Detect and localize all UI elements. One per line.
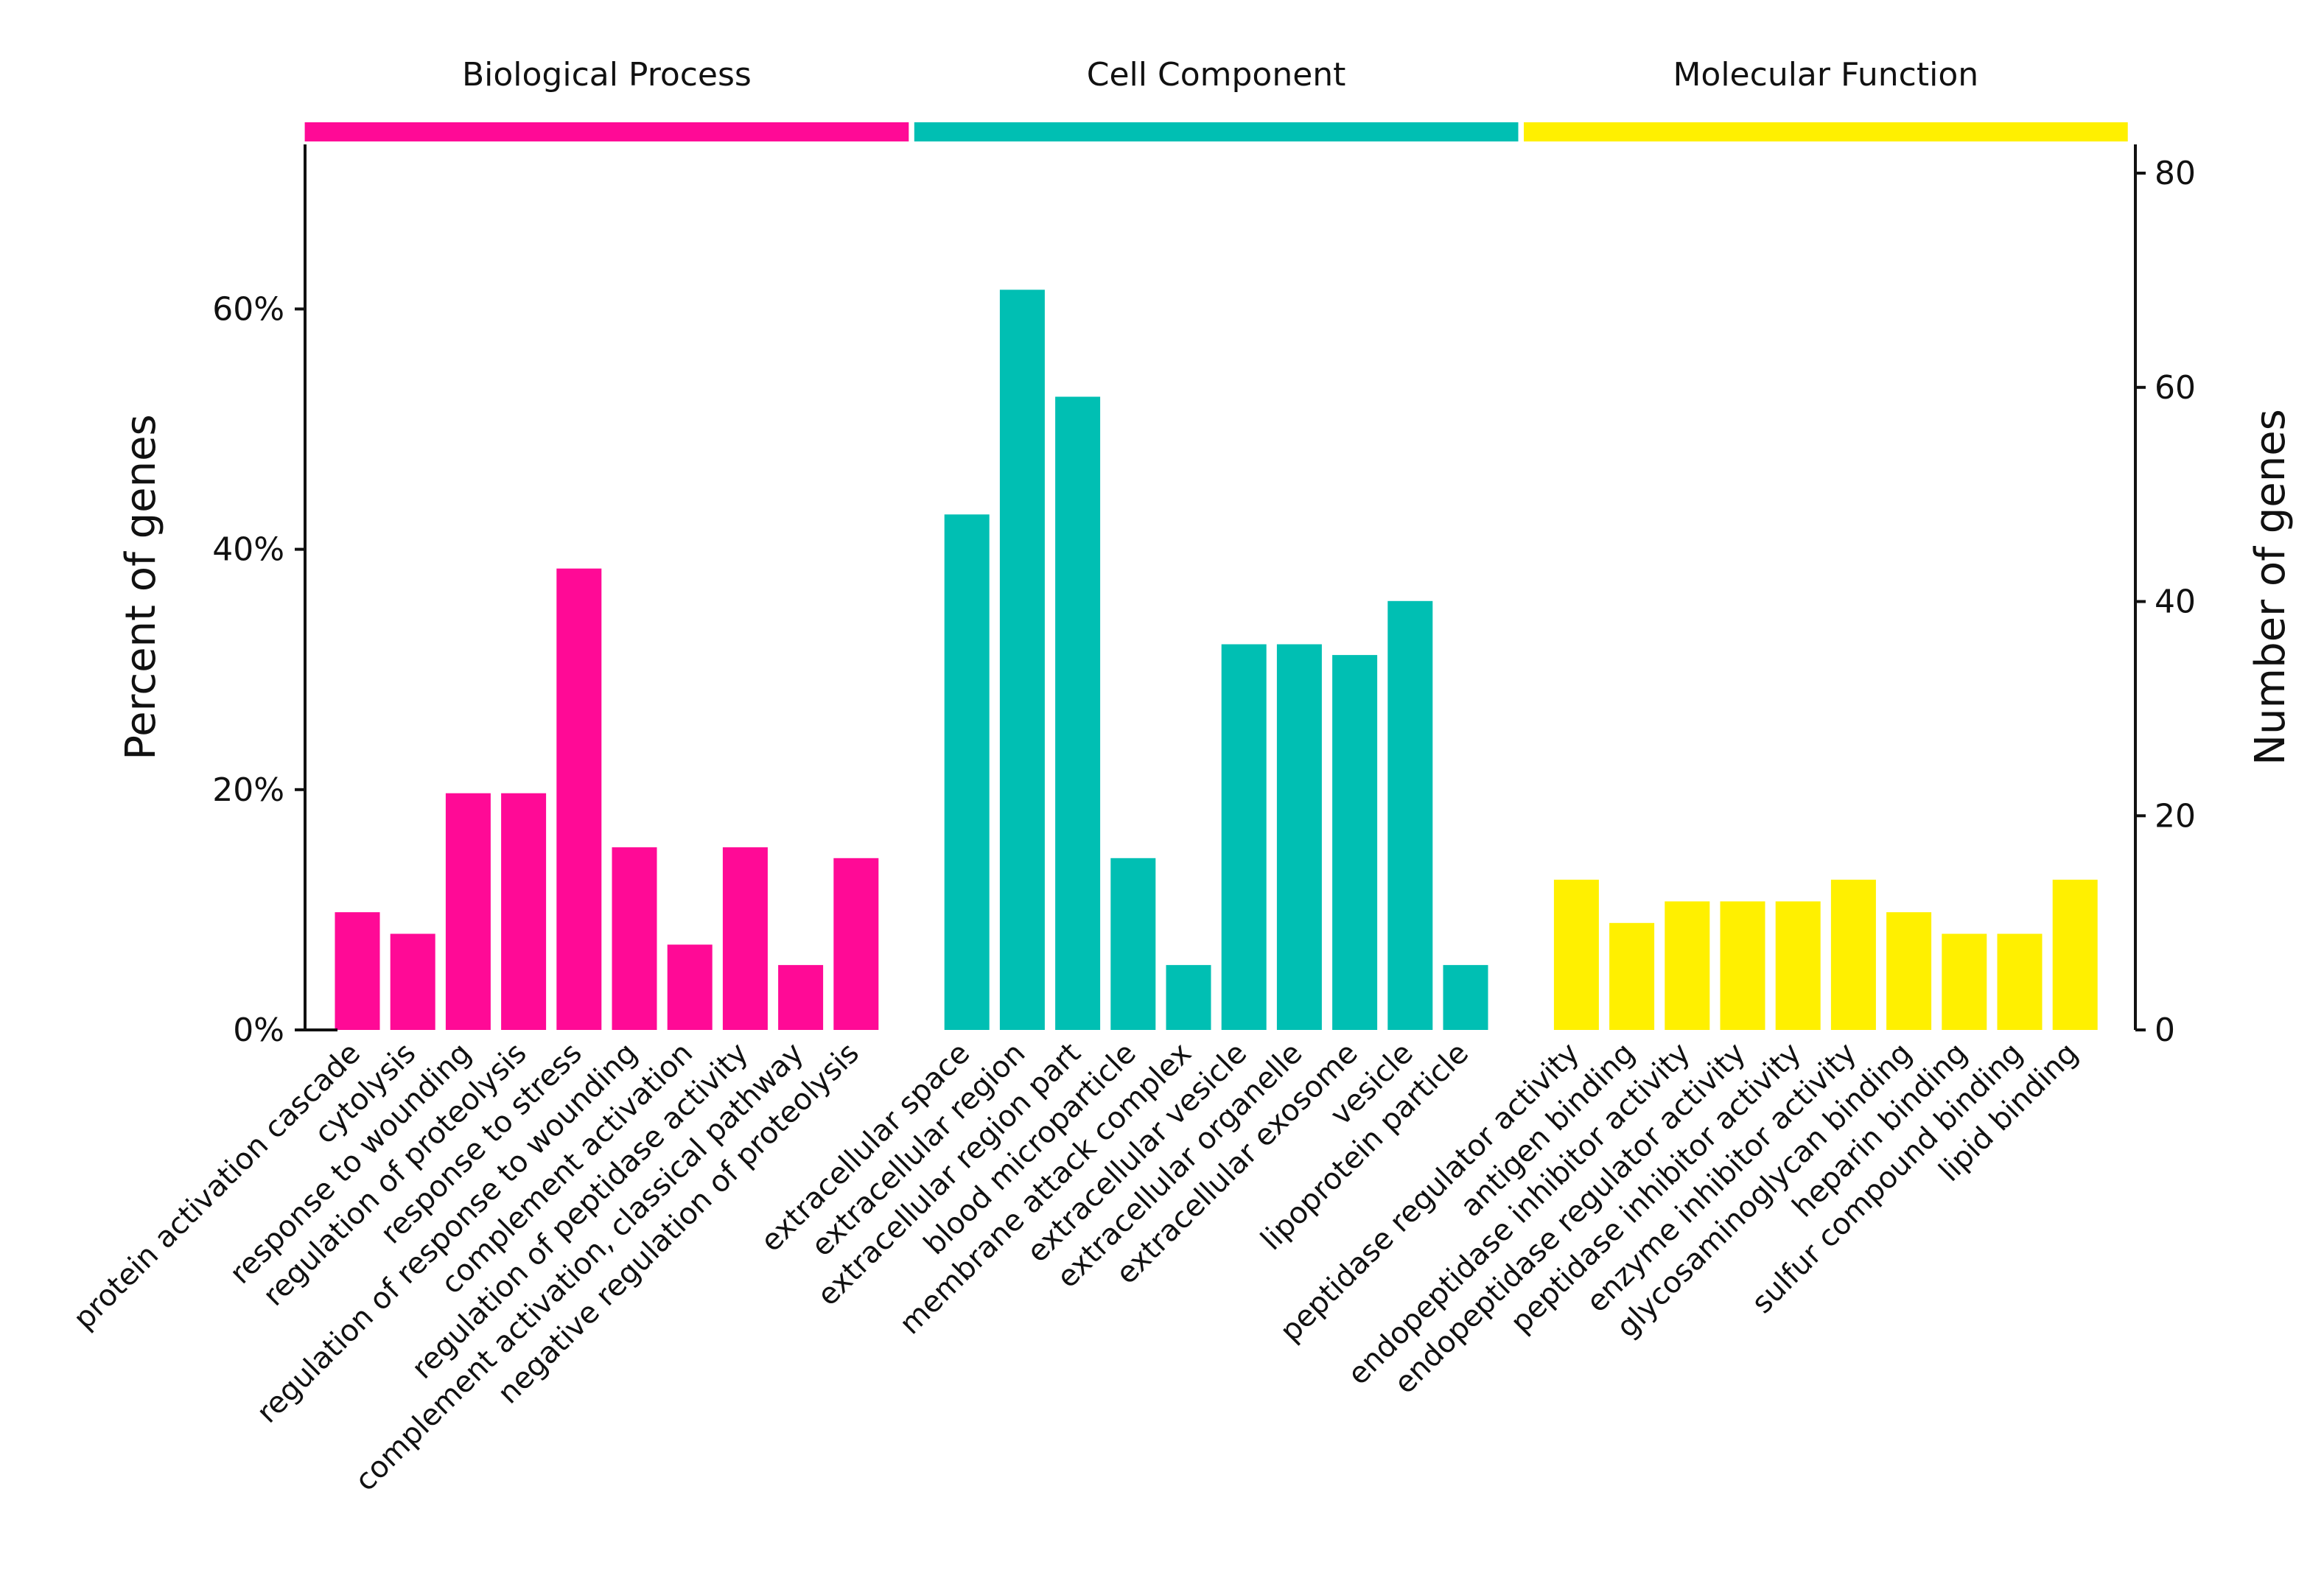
bar-molecular-function-5 bbox=[1775, 901, 1821, 1030]
bar-biological-process-3 bbox=[445, 793, 491, 1030]
category-labels: protein activation cascadecytolysisrespo… bbox=[67, 1037, 2085, 1498]
bar-biological-process-2 bbox=[390, 933, 435, 1030]
right-tick-label: 60 bbox=[2155, 369, 2196, 407]
bar-biological-process-9 bbox=[778, 964, 824, 1030]
bar-cell-component-4 bbox=[1110, 858, 1156, 1030]
bar-cell-component-6 bbox=[1221, 644, 1267, 1030]
bar-cell-component-10 bbox=[1443, 964, 1488, 1030]
bar-molecular-function-4 bbox=[1720, 901, 1765, 1030]
left-tick-label: 60% bbox=[212, 290, 284, 328]
right-tick-label: 40 bbox=[2155, 583, 2196, 621]
bar-biological-process-10 bbox=[833, 858, 879, 1030]
bar-cell-component-7 bbox=[1276, 644, 1322, 1030]
left-tick-label: 40% bbox=[212, 531, 284, 569]
left-ticks: 0% 20% 40% 60% bbox=[212, 290, 305, 1049]
group-label-cell-component: Cell Component bbox=[1087, 56, 1346, 94]
group-label-molecular-function: Molecular Function bbox=[1673, 56, 1978, 94]
bar-biological-process-1 bbox=[335, 912, 380, 1030]
right-tick-label: 80 bbox=[2155, 155, 2196, 192]
bar-molecular-function-9 bbox=[1997, 933, 2043, 1030]
bar-molecular-function-1 bbox=[1553, 880, 1599, 1030]
bar-cell-component-5 bbox=[1166, 964, 1211, 1030]
group-headers: Biological Process Cell Component Molecula… bbox=[304, 56, 2128, 141]
bar-biological-process-5 bbox=[556, 568, 602, 1030]
right-axis-title: Number of genes bbox=[2247, 409, 2295, 765]
bar-cell-component-9 bbox=[1387, 600, 1433, 1030]
bar-cell-component-3 bbox=[1055, 396, 1101, 1030]
bar-biological-process-8 bbox=[722, 847, 768, 1030]
bars bbox=[335, 290, 2098, 1030]
bar-molecular-function-10 bbox=[2052, 880, 2098, 1030]
bar-biological-process-4 bbox=[501, 793, 547, 1030]
bar-biological-process-6 bbox=[612, 847, 657, 1030]
bar-molecular-function-2 bbox=[1609, 922, 1655, 1030]
left-tick-label: 20% bbox=[212, 771, 284, 809]
group-bar-biological-process bbox=[304, 122, 909, 141]
bar-biological-process-7 bbox=[667, 944, 713, 1030]
bar-molecular-function-8 bbox=[1942, 933, 1987, 1030]
bar-molecular-function-6 bbox=[1830, 880, 1876, 1030]
bar-cell-component-1 bbox=[944, 514, 990, 1030]
left-tick-label: 0% bbox=[233, 1012, 284, 1049]
group-bar-molecular-function bbox=[1524, 122, 2128, 141]
right-tick-label: 0 bbox=[2155, 1012, 2175, 1049]
right-ticks: 0 20 40 60 80 bbox=[2135, 155, 2196, 1049]
right-tick-label: 20 bbox=[2155, 797, 2196, 835]
left-axis-title: Percent of genes bbox=[117, 414, 165, 760]
bar-molecular-function-3 bbox=[1665, 901, 1710, 1030]
group-bar-cell-component bbox=[914, 122, 1519, 141]
bar-cell-component-8 bbox=[1332, 655, 1378, 1030]
bar-cell-component-2 bbox=[999, 290, 1045, 1030]
bar-molecular-function-7 bbox=[1886, 912, 1932, 1030]
group-label-biological-process: Biological Process bbox=[462, 56, 752, 94]
